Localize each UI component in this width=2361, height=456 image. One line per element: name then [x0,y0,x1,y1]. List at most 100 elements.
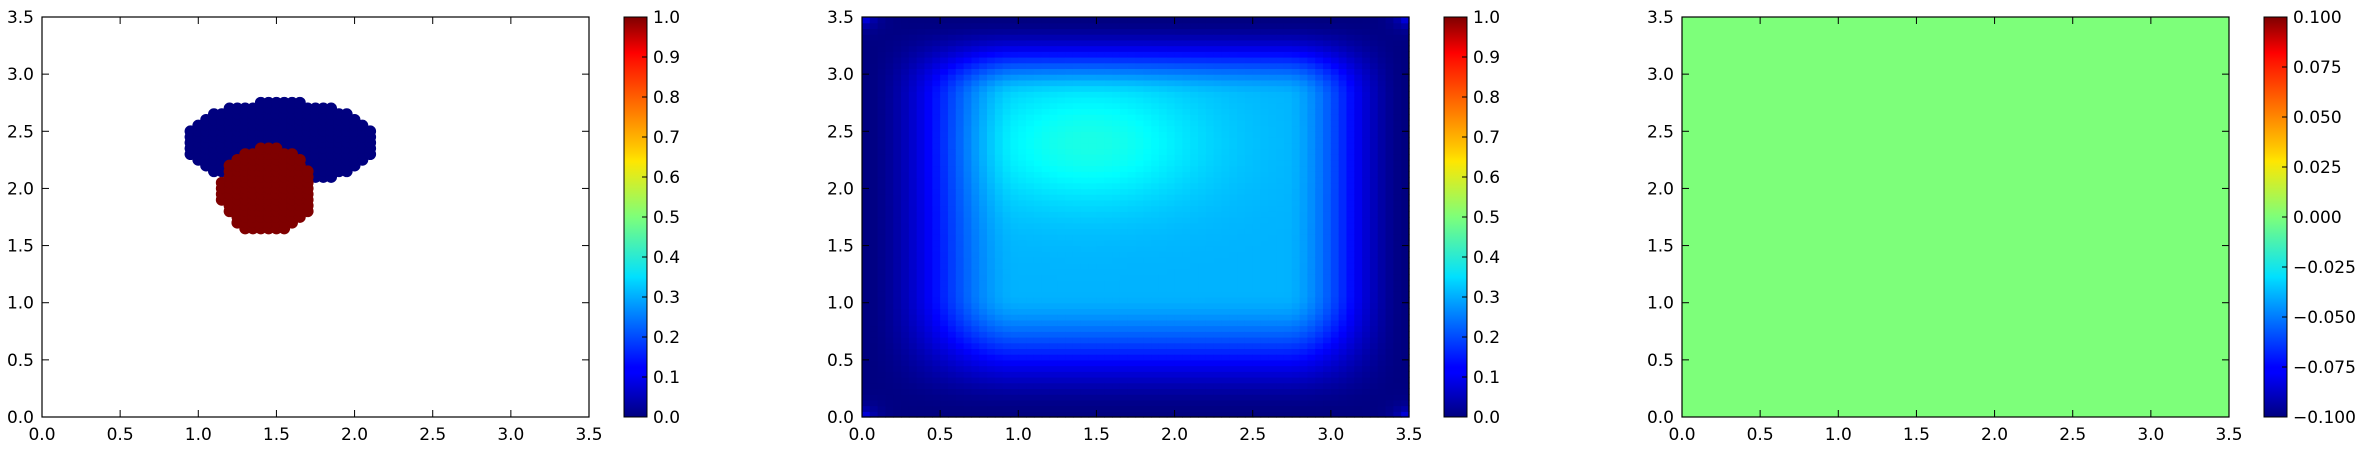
heatmap-cell [1050,326,1058,332]
heatmap-cell [1065,394,1073,400]
heatmap-cell [956,97,964,103]
heatmap-cell [1331,320,1339,326]
heatmap-cell [1339,320,1347,326]
heatmap-cell [885,251,893,257]
heatmap-cell [1221,108,1229,114]
heatmap-cell [1331,160,1339,166]
heatmap-cell [1096,388,1104,394]
heatmap-cell [1261,337,1269,343]
heatmap-cell [885,68,893,74]
heatmap-cell [1089,46,1097,52]
heatmap-cell [1159,354,1167,360]
heatmap-cell [917,171,925,177]
heatmap-cell [1354,160,1362,166]
heatmap-cell [878,23,886,29]
heatmap-cell [1268,40,1276,46]
heatmap-cell [956,108,964,114]
heatmap-cell [1120,268,1128,274]
heatmap-cell [901,23,909,29]
heatmap-cell [1253,240,1261,246]
heatmap-cell [925,406,933,412]
heatmap-cell [1261,251,1269,257]
heatmap-cell [1065,148,1073,154]
heatmap-cell [925,23,933,29]
heatmap-cell [1167,217,1175,223]
heatmap-cell [1120,211,1128,217]
heatmap-cell [1276,314,1284,320]
heatmap-cell [1167,68,1175,74]
heatmap-cell [1190,28,1198,34]
heatmap-cell [987,17,995,23]
heatmap-cell [1331,388,1339,394]
heatmap-cell [956,406,964,412]
heatmap-cell [1268,360,1276,366]
heatmap-cell [1026,388,1034,394]
heatmap-cell [1050,86,1058,92]
heatmap-cell [909,406,917,412]
heatmap-cell [1198,291,1206,297]
heatmap-cell [893,343,901,349]
heatmap-cell [979,177,987,183]
heatmap-cell [1261,326,1269,332]
heatmap-cell [917,177,925,183]
heatmap-cell [1065,348,1073,354]
heatmap-cell [909,108,917,114]
heatmap-cell [1159,23,1167,29]
heatmap-cell [1261,286,1269,292]
heatmap-cell [862,320,870,326]
heatmap-cell [987,257,995,263]
heatmap-cell [1042,348,1050,354]
heatmap-cell [1003,343,1011,349]
heatmap-cell [1151,177,1159,183]
heatmap-cell [878,348,886,354]
heatmap-cell [948,160,956,166]
heatmap-cell [1073,394,1081,400]
heatmap-cell [964,131,972,137]
heatmap-cell [1206,280,1214,286]
heatmap-cell [862,86,870,92]
heatmap-cell [1237,314,1245,320]
heatmap-cell [1010,326,1018,332]
heatmap-cell [901,400,909,406]
heatmap-cell [1268,394,1276,400]
colorbar-tick-label: 0.7 [653,128,680,148]
heatmap-cell [1026,86,1034,92]
heatmap-cell [1190,91,1198,97]
heatmap-cell [1089,108,1097,114]
heatmap-cell [948,17,956,23]
heatmap-cell [1229,86,1237,92]
heatmap-cell [1136,63,1144,69]
heatmap-cell [1190,177,1198,183]
heatmap-cell [1182,377,1190,383]
heatmap-cell [971,268,979,274]
heatmap-cell [1128,331,1136,337]
heatmap-cell [917,28,925,34]
heatmap-cell [1143,286,1151,292]
heatmap-cell [1034,126,1042,132]
heatmap-cell [1190,34,1198,40]
heatmap-cell [878,40,886,46]
heatmap-cell [1073,337,1081,343]
heatmap-cell [1089,377,1097,383]
heatmap-cell [1182,331,1190,337]
heatmap-cell [1339,331,1347,337]
heatmap-cell [1182,171,1190,177]
heatmap-cell [932,394,940,400]
heatmap-cell [1112,131,1120,137]
heatmap-cell [1261,114,1269,120]
heatmap-cell [870,308,878,314]
heatmap-cell [995,360,1003,366]
heatmap-cell [948,137,956,143]
heatmap-cell [909,17,917,23]
heatmap-cell [948,326,956,332]
heatmap-cell [1292,297,1300,303]
heatmap-cell [987,223,995,229]
heatmap-cell [885,303,893,309]
heatmap-cell [1331,154,1339,160]
heatmap-cell [956,217,964,223]
heatmap-cell [1136,108,1144,114]
heatmap-cell [987,308,995,314]
heatmap-cell [995,171,1003,177]
heatmap-cell [870,183,878,189]
heatmap-cell [1057,34,1065,40]
